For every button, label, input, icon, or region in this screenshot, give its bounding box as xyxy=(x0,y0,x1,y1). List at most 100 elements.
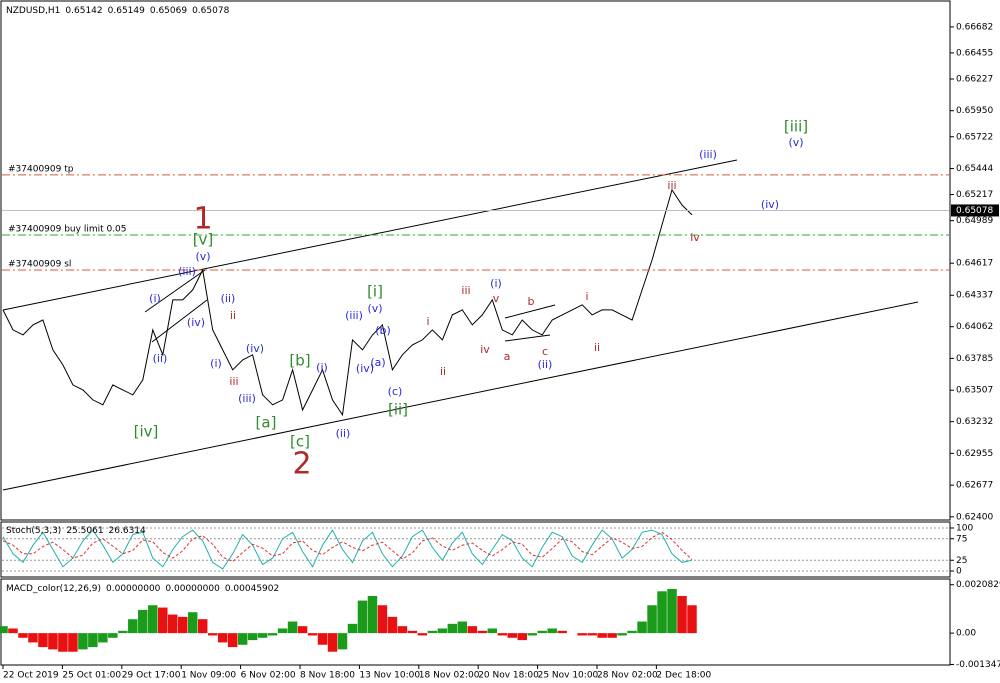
macd-bar xyxy=(407,630,418,634)
macd-bar xyxy=(397,626,408,634)
macd-bar xyxy=(587,633,597,636)
wave-label: (a) xyxy=(370,356,385,369)
panel-title: Stoch(5,3,3) xyxy=(6,526,61,536)
x-tick-label: 8 Nov 18:00 xyxy=(300,671,355,681)
wave-label: iii xyxy=(461,284,470,297)
wave-label: [c] xyxy=(290,433,310,451)
macd-bar xyxy=(527,633,537,636)
panel-header: NZDUSD,H1 0.65142 0.65149 0.65069 0.65078 xyxy=(6,6,230,16)
header-value: 26.6314 xyxy=(109,526,146,536)
wave-label: 2 xyxy=(292,447,311,482)
y-tick-label: 0.0020829 xyxy=(956,580,1000,590)
wave-label: [b] xyxy=(289,352,310,370)
header-value: 0.65149 xyxy=(108,6,145,16)
macd-bar xyxy=(257,633,268,638)
macd-bar xyxy=(357,600,368,634)
macd-bar xyxy=(647,605,657,634)
macd-bar xyxy=(197,619,208,634)
x-tick-label: 28 Nov 02:00 xyxy=(597,671,658,681)
y-tick-label: 0.63507 xyxy=(956,386,993,396)
y-tick-label: 0.64337 xyxy=(956,291,993,301)
wave-label: (ii) xyxy=(221,292,236,305)
y-tick-label: 0.63232 xyxy=(956,417,993,427)
wave-label: iv xyxy=(690,231,700,244)
y-tick-label: 0.65444 xyxy=(956,164,993,174)
macd-bar xyxy=(187,612,198,634)
macd-bar xyxy=(457,621,468,634)
macd-bar xyxy=(247,633,258,641)
macd-bar xyxy=(477,630,488,634)
macd-bar xyxy=(0,626,8,634)
macd-bar xyxy=(507,633,518,638)
macd-bar xyxy=(437,628,448,634)
series-line xyxy=(2,188,693,417)
header-value: 0.65142 xyxy=(65,6,102,16)
macd-bar xyxy=(297,626,308,634)
macd-bar xyxy=(557,630,567,634)
macd-bar xyxy=(337,633,348,650)
macd-bar xyxy=(48,633,58,650)
macd-bar xyxy=(38,633,48,648)
macd-bar xyxy=(28,633,38,643)
series-line xyxy=(2,529,693,570)
wave-label: b xyxy=(528,295,535,308)
y-tick-label: 100 xyxy=(956,524,973,534)
y-tick-label: 0.62400 xyxy=(956,512,993,522)
wave-label: (i) xyxy=(210,357,222,370)
wave-label: (iv) xyxy=(187,316,205,329)
y-tick-label: 0.62677 xyxy=(956,481,993,491)
wave-label: v xyxy=(493,292,500,305)
macd-bar xyxy=(627,630,637,634)
macd-bar xyxy=(267,633,278,636)
header-value: 0.00000000 xyxy=(165,584,220,594)
header-value: 0.00045902 xyxy=(225,584,279,594)
wave-label: 1 xyxy=(193,202,212,237)
macd-bar xyxy=(118,630,128,634)
macd-bar xyxy=(677,595,687,634)
macd-bar xyxy=(687,605,697,634)
wave-label: ii xyxy=(230,309,236,322)
wave-label: c xyxy=(542,345,548,358)
wave-label: (v) xyxy=(367,302,382,315)
wave-label: (iv) xyxy=(761,198,779,211)
x-tick-label: 20 Nov 18:00 xyxy=(478,671,539,681)
x-tick-label: 18 Nov 02:00 xyxy=(419,671,480,681)
x-tick-label: 22 Oct 2019 xyxy=(3,671,59,681)
wave-label: iii xyxy=(229,375,238,388)
macd-bar xyxy=(217,633,228,643)
macd-bar xyxy=(277,628,288,634)
y-tick-label: 0.66682 xyxy=(956,22,993,32)
macd-bar xyxy=(237,633,248,645)
macd-bar xyxy=(607,633,617,638)
wave-label: (iv) xyxy=(246,342,264,355)
macd-bar xyxy=(447,623,458,634)
channel-lower xyxy=(2,301,919,491)
wave-label: [iii] xyxy=(784,118,808,136)
macd-bar xyxy=(347,623,358,634)
panel-header: MACD_color(12,26,9) 0.00000000 0.00000000 0… xyxy=(6,584,279,594)
macd-bar xyxy=(367,595,378,634)
y-tick-label: -0.0013476 xyxy=(956,660,1000,670)
order-level-label: #37400909 buy limit 0.05 xyxy=(8,224,127,234)
wave-label: (c) xyxy=(388,385,403,398)
wave-label: (i) xyxy=(490,277,502,290)
macd-bar xyxy=(387,616,398,634)
macd-bar xyxy=(138,609,148,634)
stoch-panel xyxy=(0,521,951,578)
wave-label: [ii] xyxy=(388,401,408,419)
macd-bar xyxy=(667,588,677,634)
macd-bar xyxy=(158,607,168,634)
wave-label: [i] xyxy=(367,283,383,301)
x-tick-label: 25 Nov 10:00 xyxy=(538,671,599,681)
wave-label: [a] xyxy=(256,414,277,432)
wave-label: ii xyxy=(440,365,446,378)
y-tick-label: 0.62955 xyxy=(956,449,993,459)
wave-label: (b) xyxy=(375,324,391,337)
wave-label: (iii) xyxy=(699,148,717,161)
macd-bar xyxy=(547,628,557,634)
macd-bar xyxy=(18,633,28,638)
y-tick-label: 0.00 xyxy=(956,629,976,639)
wedge-line xyxy=(144,269,206,313)
wave-label: (iv) xyxy=(356,362,374,375)
